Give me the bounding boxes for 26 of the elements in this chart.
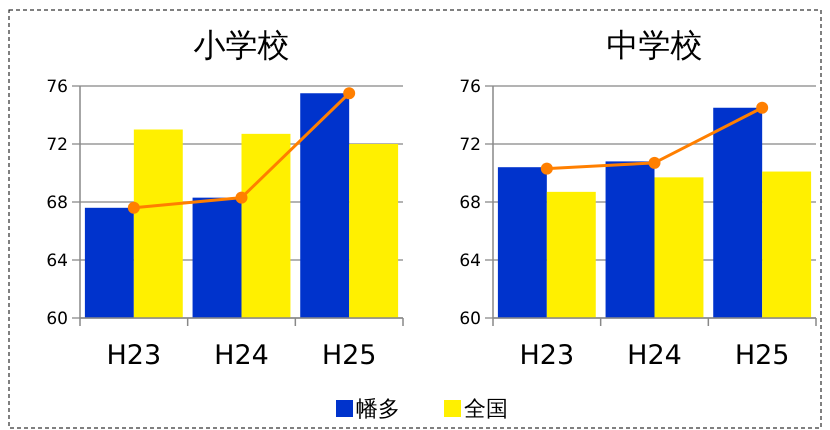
- y-tick-label: 64: [459, 250, 481, 271]
- y-tick-label: 60: [46, 308, 68, 329]
- y-tick-label: 72: [46, 134, 68, 155]
- x-tick-label: H25: [322, 340, 377, 371]
- point: [236, 192, 248, 204]
- y-tick-label: 64: [46, 250, 68, 271]
- y-tick-label: 76: [46, 76, 68, 97]
- point: [343, 87, 356, 100]
- x-tick-label: H24: [214, 340, 269, 371]
- y-tick-label: 60: [459, 308, 481, 329]
- point: [540, 162, 553, 175]
- x-tick-label: H23: [106, 340, 162, 371]
- point: [128, 202, 140, 214]
- y-tick-label: 72: [459, 134, 481, 155]
- legend-label: 全国: [464, 397, 508, 422]
- x-tick-label: H25: [734, 340, 790, 371]
- y-tick-label: 76: [459, 76, 481, 97]
- x-tick-label: H23: [519, 340, 574, 371]
- chart-title: 中学校: [606, 26, 702, 64]
- x-tick-label: H24: [627, 340, 682, 371]
- point: [756, 102, 768, 114]
- point: [648, 156, 660, 169]
- y-tick-label: 68: [459, 192, 481, 213]
- chart-title: 小学校: [194, 26, 290, 64]
- legend-label: 幡多: [356, 397, 400, 422]
- y-tick-label: 68: [46, 192, 68, 213]
